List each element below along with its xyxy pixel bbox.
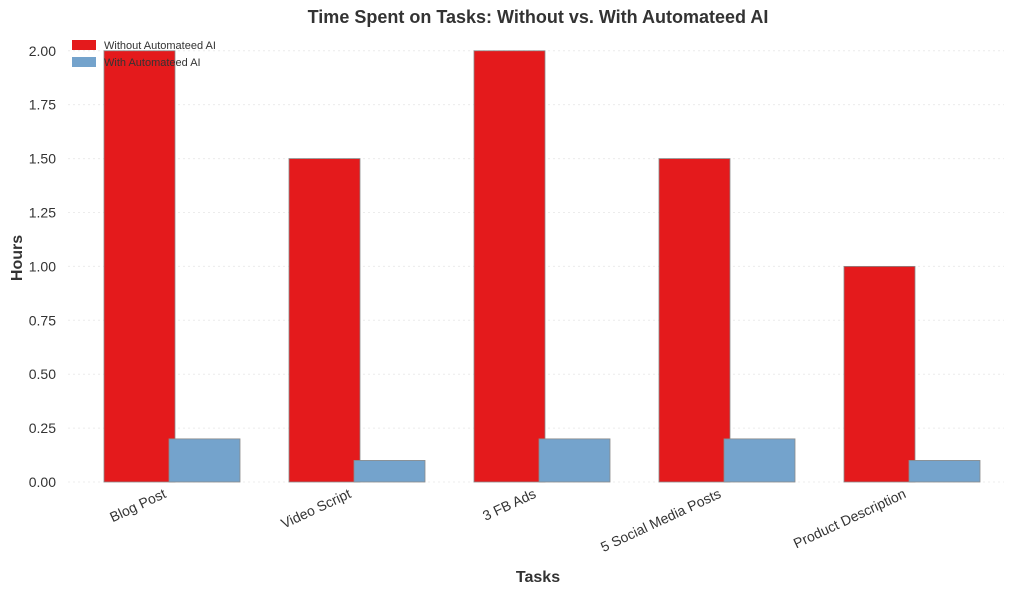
chart-title: Time Spent on Tasks: Without vs. With Au… [308, 7, 769, 27]
x-tick-label: Blog Post [107, 485, 168, 525]
x-axis-ticks: Blog Post Video Script 3 FB Ads 5 Social Me… [107, 485, 908, 555]
bar-without-ai [288, 158, 361, 483]
y-tick-label: 1.50 [29, 151, 56, 167]
legend: Without Automateed AI With Automateed AI [72, 40, 216, 69]
bar-with-ai [538, 438, 611, 483]
legend-label: With Automateed AI [104, 57, 201, 69]
bar-without-ai [843, 265, 916, 483]
y-axis-label: Hours [9, 235, 26, 281]
y-tick-label: 0.50 [29, 366, 56, 382]
bar-with-ai [353, 460, 426, 483]
y-tick-label: 1.00 [29, 258, 56, 274]
bar-with-ai [168, 438, 241, 483]
y-axis-ticks: 0.00 0.25 0.50 0.75 1.00 1.25 1.50 1.75 2.00 [29, 43, 56, 490]
y-tick-label: 2.00 [29, 43, 56, 59]
bar-without-ai [658, 158, 731, 483]
legend-swatch [72, 40, 96, 50]
y-tick-label: 1.75 [29, 97, 56, 113]
bar-without-ai [103, 50, 176, 483]
legend-label: Without Automateed AI [104, 40, 216, 52]
bar-without-ai [473, 50, 546, 483]
y-tick-label: 0.25 [29, 420, 56, 436]
bars [103, 50, 981, 483]
x-tick-label: Video Script [278, 485, 353, 531]
y-tick-label: 1.25 [29, 204, 56, 220]
bar-with-ai [723, 438, 796, 483]
x-tick-label: Product Description [791, 485, 908, 551]
x-axis-label: Tasks [516, 569, 560, 586]
bar-with-ai [908, 460, 981, 483]
y-tick-label: 0.00 [29, 474, 56, 490]
x-tick-label: 5 Social Media Posts [598, 485, 723, 555]
y-tick-label: 0.75 [29, 312, 56, 328]
legend-swatch [72, 57, 96, 67]
x-tick-label: 3 FB Ads [480, 485, 538, 524]
